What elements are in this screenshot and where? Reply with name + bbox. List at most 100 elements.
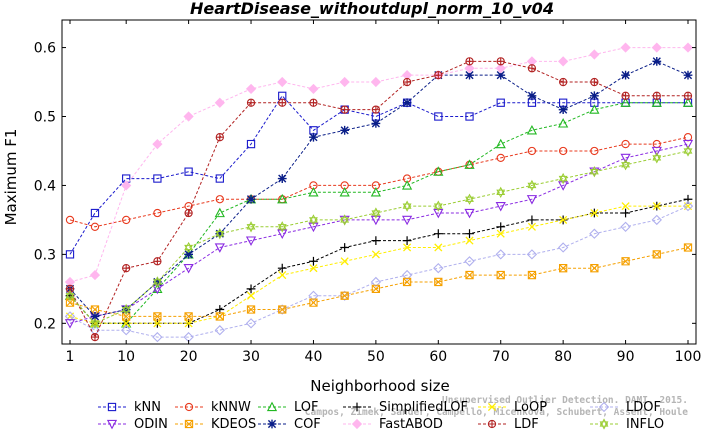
data-point: [90, 208, 100, 218]
legend-item-kdeos: KDEOS: [175, 417, 256, 432]
data-point: [527, 179, 537, 192]
legend-label: kNN: [134, 400, 161, 415]
data-point: [215, 312, 224, 321]
data-point: [122, 319, 131, 328]
data-point: [371, 284, 381, 294]
data-point: [121, 303, 131, 316]
data-point: [402, 277, 412, 287]
legend-marker: [351, 418, 363, 430]
data-point: [620, 42, 631, 53]
series-line-knnw: [69, 136, 689, 228]
legend-label: kNNW: [211, 400, 251, 415]
legend-label: COF: [294, 417, 321, 432]
legend-label: KDEOS: [211, 417, 256, 432]
data-point: [309, 98, 318, 107]
data-point: [402, 200, 412, 212]
legend-item-inflo: INFLO: [590, 417, 664, 432]
data-point: [277, 263, 287, 273]
series-line-ldf: [69, 60, 688, 339]
data-point: [403, 243, 412, 252]
data-point: [122, 215, 131, 225]
data-point: [402, 236, 412, 245]
data-point: [65, 290, 75, 302]
data-point: [370, 215, 381, 226]
data-point: [527, 91, 537, 101]
series-inflo: [65, 145, 693, 329]
x-tick-label: 90: [617, 349, 635, 365]
series-kdeos: [65, 243, 693, 321]
data-point: [215, 228, 225, 240]
data-point: [651, 146, 662, 157]
legend-label: INFLO: [626, 417, 664, 432]
data-point: [246, 98, 256, 107]
data-point: [184, 312, 193, 321]
data-point: [309, 264, 318, 273]
data-point: [246, 284, 256, 294]
data-point: [434, 71, 443, 80]
data-point: [433, 200, 443, 212]
data-point: [433, 229, 443, 239]
data-point: [246, 291, 256, 300]
data-point: [371, 250, 380, 259]
data-point: [153, 208, 162, 218]
data-point: [401, 180, 413, 190]
legend-label: LOF: [294, 400, 319, 415]
data-point: [495, 138, 506, 149]
axes: 0.2 0.3 0.4 0.5 0.6 1 10 20 30 40 50 60 70 80 90 100: [34, 19, 702, 365]
x-tick-label: 70: [492, 349, 510, 365]
legend-marker: [106, 419, 118, 430]
data-point: [465, 229, 474, 239]
data-point: [402, 77, 412, 87]
legend: kNN kNNW LOF SimplifiedLOF LoOP LDOF ODIN KDEOS…: [98, 400, 664, 432]
legend-marker: [352, 402, 362, 412]
y-tick-label: 0.5: [34, 110, 56, 126]
data-point: [465, 70, 474, 80]
series-line-ldof: [69, 205, 689, 338]
data-point: [246, 139, 256, 149]
data-point: [246, 305, 256, 314]
data-point: [620, 97, 631, 107]
data-point: [683, 70, 693, 80]
data-point: [308, 290, 319, 301]
data-point: [153, 174, 162, 183]
legend-item-ldf: LDF: [478, 417, 539, 432]
data-point: [559, 264, 568, 273]
data-point: [309, 214, 318, 226]
data-point: [184, 249, 194, 259]
data-point: [340, 214, 350, 226]
data-point: [590, 146, 599, 156]
y-axis-label: Maximum F1: [2, 129, 20, 226]
y-tick-label: 0.4: [34, 178, 56, 194]
x-tick-label: 60: [429, 349, 447, 365]
legend-label: LDOF: [626, 400, 661, 415]
data-point: [278, 271, 287, 280]
legend-item-ldof: LDOF: [590, 400, 661, 415]
x-tick-label: 20: [180, 349, 198, 365]
legend-item-lof: LOF: [258, 400, 319, 415]
data-point: [683, 133, 693, 142]
data-point: [464, 63, 475, 74]
data-point: [589, 91, 599, 101]
series-ldf: [65, 57, 693, 342]
data-point: [620, 221, 631, 232]
legend-marker: [107, 402, 117, 412]
legend-marker: [267, 419, 277, 429]
chart-title: HeartDisease_withoutdupl_norm_10_v04: [190, 0, 554, 18]
data-point: [651, 42, 662, 53]
data-point: [496, 98, 505, 107]
data-point: [278, 98, 287, 107]
data-point: [620, 153, 631, 164]
data-point: [309, 298, 318, 307]
x-tick-label: 10: [117, 349, 135, 365]
data-point: [434, 243, 443, 252]
legend-label: SimplifiedLOF: [379, 400, 468, 415]
data-point: [464, 159, 475, 169]
data-point: [433, 208, 444, 219]
x-tick-label: 30: [242, 349, 260, 365]
x-tick-label: 100: [675, 349, 702, 365]
data-point: [589, 228, 600, 239]
data-point: [526, 195, 538, 205]
y-tick-label: 0.6: [34, 41, 56, 57]
data-point: [65, 215, 75, 225]
series-fastabod: [64, 42, 694, 288]
